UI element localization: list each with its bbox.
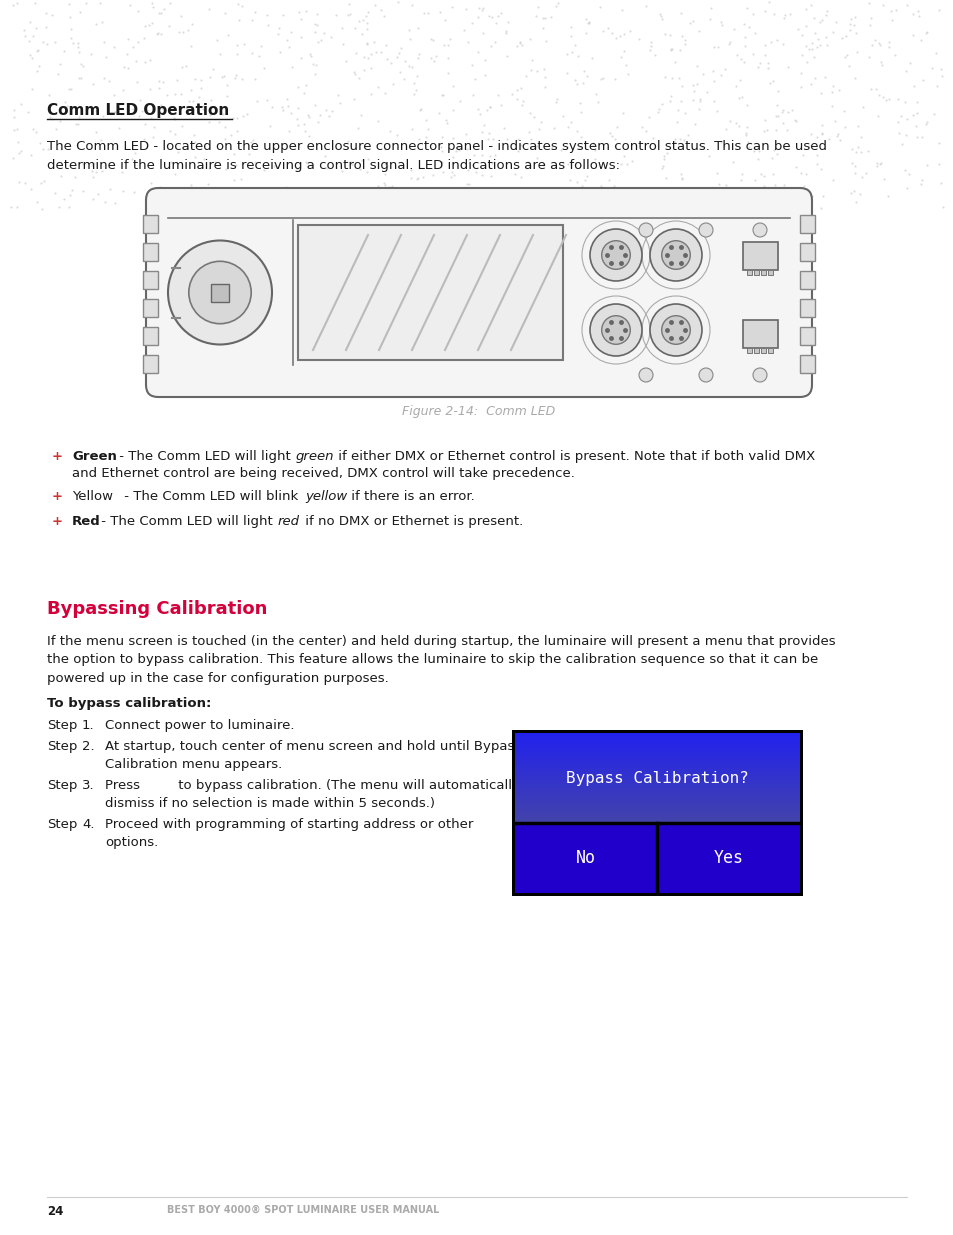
Circle shape bbox=[752, 224, 766, 237]
Text: At startup, touch center of menu screen and hold until Bypass: At startup, touch center of menu screen … bbox=[105, 740, 520, 753]
Bar bbox=[746, 270, 751, 275]
Bar bbox=[800, 299, 814, 317]
Circle shape bbox=[168, 241, 272, 345]
Bar bbox=[760, 348, 765, 353]
Text: Press         to bypass calibration. (The menu will automatically: Press to bypass calibration. (The menu w… bbox=[105, 779, 519, 792]
Text: Proceed with programming of starting address or other: Proceed with programming of starting add… bbox=[105, 818, 473, 831]
Text: Yellow: Yellow bbox=[71, 490, 112, 503]
Text: yellow: yellow bbox=[305, 490, 347, 503]
FancyBboxPatch shape bbox=[146, 188, 811, 396]
Text: If the menu screen is touched (in the center) and held during startup, the lumin: If the menu screen is touched (in the ce… bbox=[47, 635, 835, 685]
Bar bbox=[760, 270, 765, 275]
Bar bbox=[515, 823, 800, 893]
Bar bbox=[800, 270, 814, 289]
Circle shape bbox=[639, 368, 652, 382]
Bar bbox=[742, 320, 778, 348]
Text: Yes: Yes bbox=[713, 848, 743, 867]
Bar bbox=[753, 270, 759, 275]
Text: The Comm LED - located on the upper enclosure connector panel - indicates system: The Comm LED - located on the upper encl… bbox=[47, 140, 826, 172]
Text: Step: Step bbox=[47, 818, 77, 831]
Text: and Ethernet control are being received, DMX control will take precedence.: and Ethernet control are being received,… bbox=[71, 467, 575, 480]
Text: if no DMX or Ethernet is present.: if no DMX or Ethernet is present. bbox=[301, 515, 522, 529]
Circle shape bbox=[752, 368, 766, 382]
Text: - The Comm LED will blink: - The Comm LED will blink bbox=[120, 490, 302, 503]
Bar bbox=[143, 299, 158, 317]
Text: 2.: 2. bbox=[82, 740, 94, 753]
Text: Connect power to luminaire.: Connect power to luminaire. bbox=[105, 719, 294, 732]
Circle shape bbox=[649, 304, 701, 356]
Bar bbox=[800, 215, 814, 233]
Text: Green: Green bbox=[71, 450, 117, 463]
Circle shape bbox=[189, 262, 251, 324]
Text: 4.: 4. bbox=[82, 818, 94, 831]
Circle shape bbox=[589, 304, 641, 356]
Text: Step: Step bbox=[47, 779, 77, 792]
Bar bbox=[143, 243, 158, 261]
Text: options.: options. bbox=[105, 836, 158, 848]
Bar bbox=[143, 354, 158, 373]
Text: Red: Red bbox=[71, 515, 101, 529]
Bar bbox=[143, 215, 158, 233]
Bar bbox=[767, 270, 772, 275]
Text: green: green bbox=[295, 450, 335, 463]
Text: Calibration menu appears.: Calibration menu appears. bbox=[105, 758, 282, 771]
Text: +: + bbox=[52, 490, 63, 503]
Text: Figure 2-14:  Comm LED: Figure 2-14: Comm LED bbox=[402, 405, 555, 417]
Text: Step: Step bbox=[47, 719, 77, 732]
Bar bbox=[512, 730, 802, 897]
Text: Bypass Calibration?: Bypass Calibration? bbox=[565, 771, 748, 785]
Bar bbox=[800, 354, 814, 373]
Circle shape bbox=[699, 224, 712, 237]
Text: No: No bbox=[576, 848, 596, 867]
Text: if either DMX or Ethernet control is present. Note that if both valid DMX: if either DMX or Ethernet control is pre… bbox=[334, 450, 815, 463]
Bar bbox=[143, 327, 158, 345]
Circle shape bbox=[661, 316, 690, 345]
Text: Comm LED Operation: Comm LED Operation bbox=[47, 103, 229, 119]
Text: red: red bbox=[277, 515, 299, 529]
Text: - The Comm LED will light: - The Comm LED will light bbox=[97, 515, 276, 529]
Text: +: + bbox=[52, 450, 63, 463]
Text: 24: 24 bbox=[47, 1205, 63, 1218]
Bar bbox=[742, 242, 778, 270]
Bar bbox=[753, 348, 759, 353]
Bar bbox=[767, 348, 772, 353]
Bar bbox=[800, 327, 814, 345]
Text: if there is an error.: if there is an error. bbox=[347, 490, 475, 503]
Text: BEST BOY 4000® SPOT LUMINAIRE USER MANUAL: BEST BOY 4000® SPOT LUMINAIRE USER MANUA… bbox=[167, 1205, 439, 1215]
Text: Bypassing Calibration: Bypassing Calibration bbox=[47, 600, 267, 618]
Circle shape bbox=[589, 228, 641, 282]
Text: 3.: 3. bbox=[82, 779, 94, 792]
Circle shape bbox=[601, 241, 630, 269]
Text: Step: Step bbox=[47, 740, 77, 753]
Text: +: + bbox=[52, 515, 63, 529]
Text: - The Comm LED will light: - The Comm LED will light bbox=[115, 450, 294, 463]
Bar bbox=[143, 270, 158, 289]
Circle shape bbox=[661, 241, 690, 269]
Circle shape bbox=[649, 228, 701, 282]
Circle shape bbox=[601, 316, 630, 345]
Bar bbox=[800, 243, 814, 261]
FancyBboxPatch shape bbox=[297, 225, 562, 359]
Text: dismiss if no selection is made within 5 seconds.): dismiss if no selection is made within 5… bbox=[105, 797, 435, 810]
Text: To bypass calibration:: To bypass calibration: bbox=[47, 697, 212, 710]
Bar bbox=[746, 348, 751, 353]
Circle shape bbox=[639, 224, 652, 237]
Circle shape bbox=[699, 368, 712, 382]
Bar bbox=[211, 284, 229, 301]
Text: 1.: 1. bbox=[82, 719, 94, 732]
